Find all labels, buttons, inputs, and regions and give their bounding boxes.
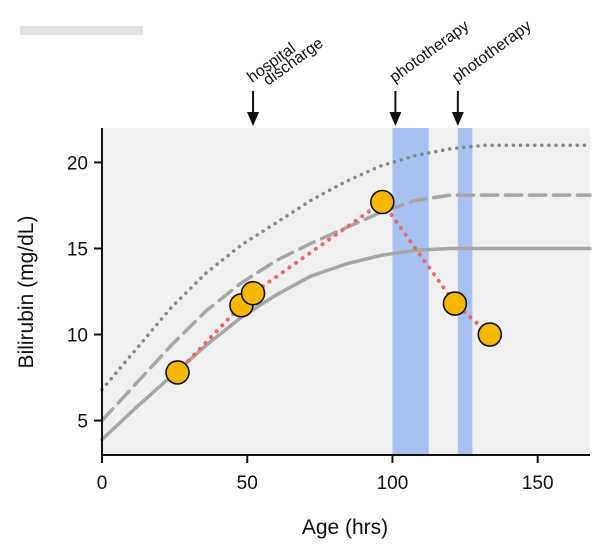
measurement-point (477, 322, 503, 347)
x-tick-label: 150 (522, 473, 554, 494)
measurement-point (442, 291, 468, 316)
annotation-arrowhead (389, 112, 402, 126)
x-axis-title: Age (hrs) (302, 516, 388, 539)
redacted-bar (20, 26, 143, 35)
y-tick-label: 5 (77, 412, 88, 433)
axes: 0 50 100 150 5 10 15 20 (67, 128, 590, 494)
threshold-line-dotted (100, 143, 592, 392)
x-tick-label: 100 (377, 473, 409, 494)
threshold-line-dashed (100, 193, 592, 423)
plot-background (102, 128, 590, 455)
annotation-arrowhead (247, 112, 260, 126)
x-tick-label: 0 (97, 473, 108, 494)
measurement-point (165, 360, 190, 385)
measurement-point (370, 189, 395, 215)
y-axis-title: Bilirubin (mg/dL) (15, 216, 38, 369)
y-tick-label: 10 (67, 326, 88, 347)
x-tick-label: 50 (237, 473, 258, 494)
measurement-point (240, 280, 266, 306)
plot-area (100, 128, 592, 455)
phototherapy-band-1 (392, 128, 429, 455)
phototherapy-band-2 (457, 128, 473, 455)
annotation-arrowhead (451, 112, 464, 126)
y-tick-label: 15 (67, 239, 88, 260)
y-tick-label: 20 (67, 153, 88, 174)
